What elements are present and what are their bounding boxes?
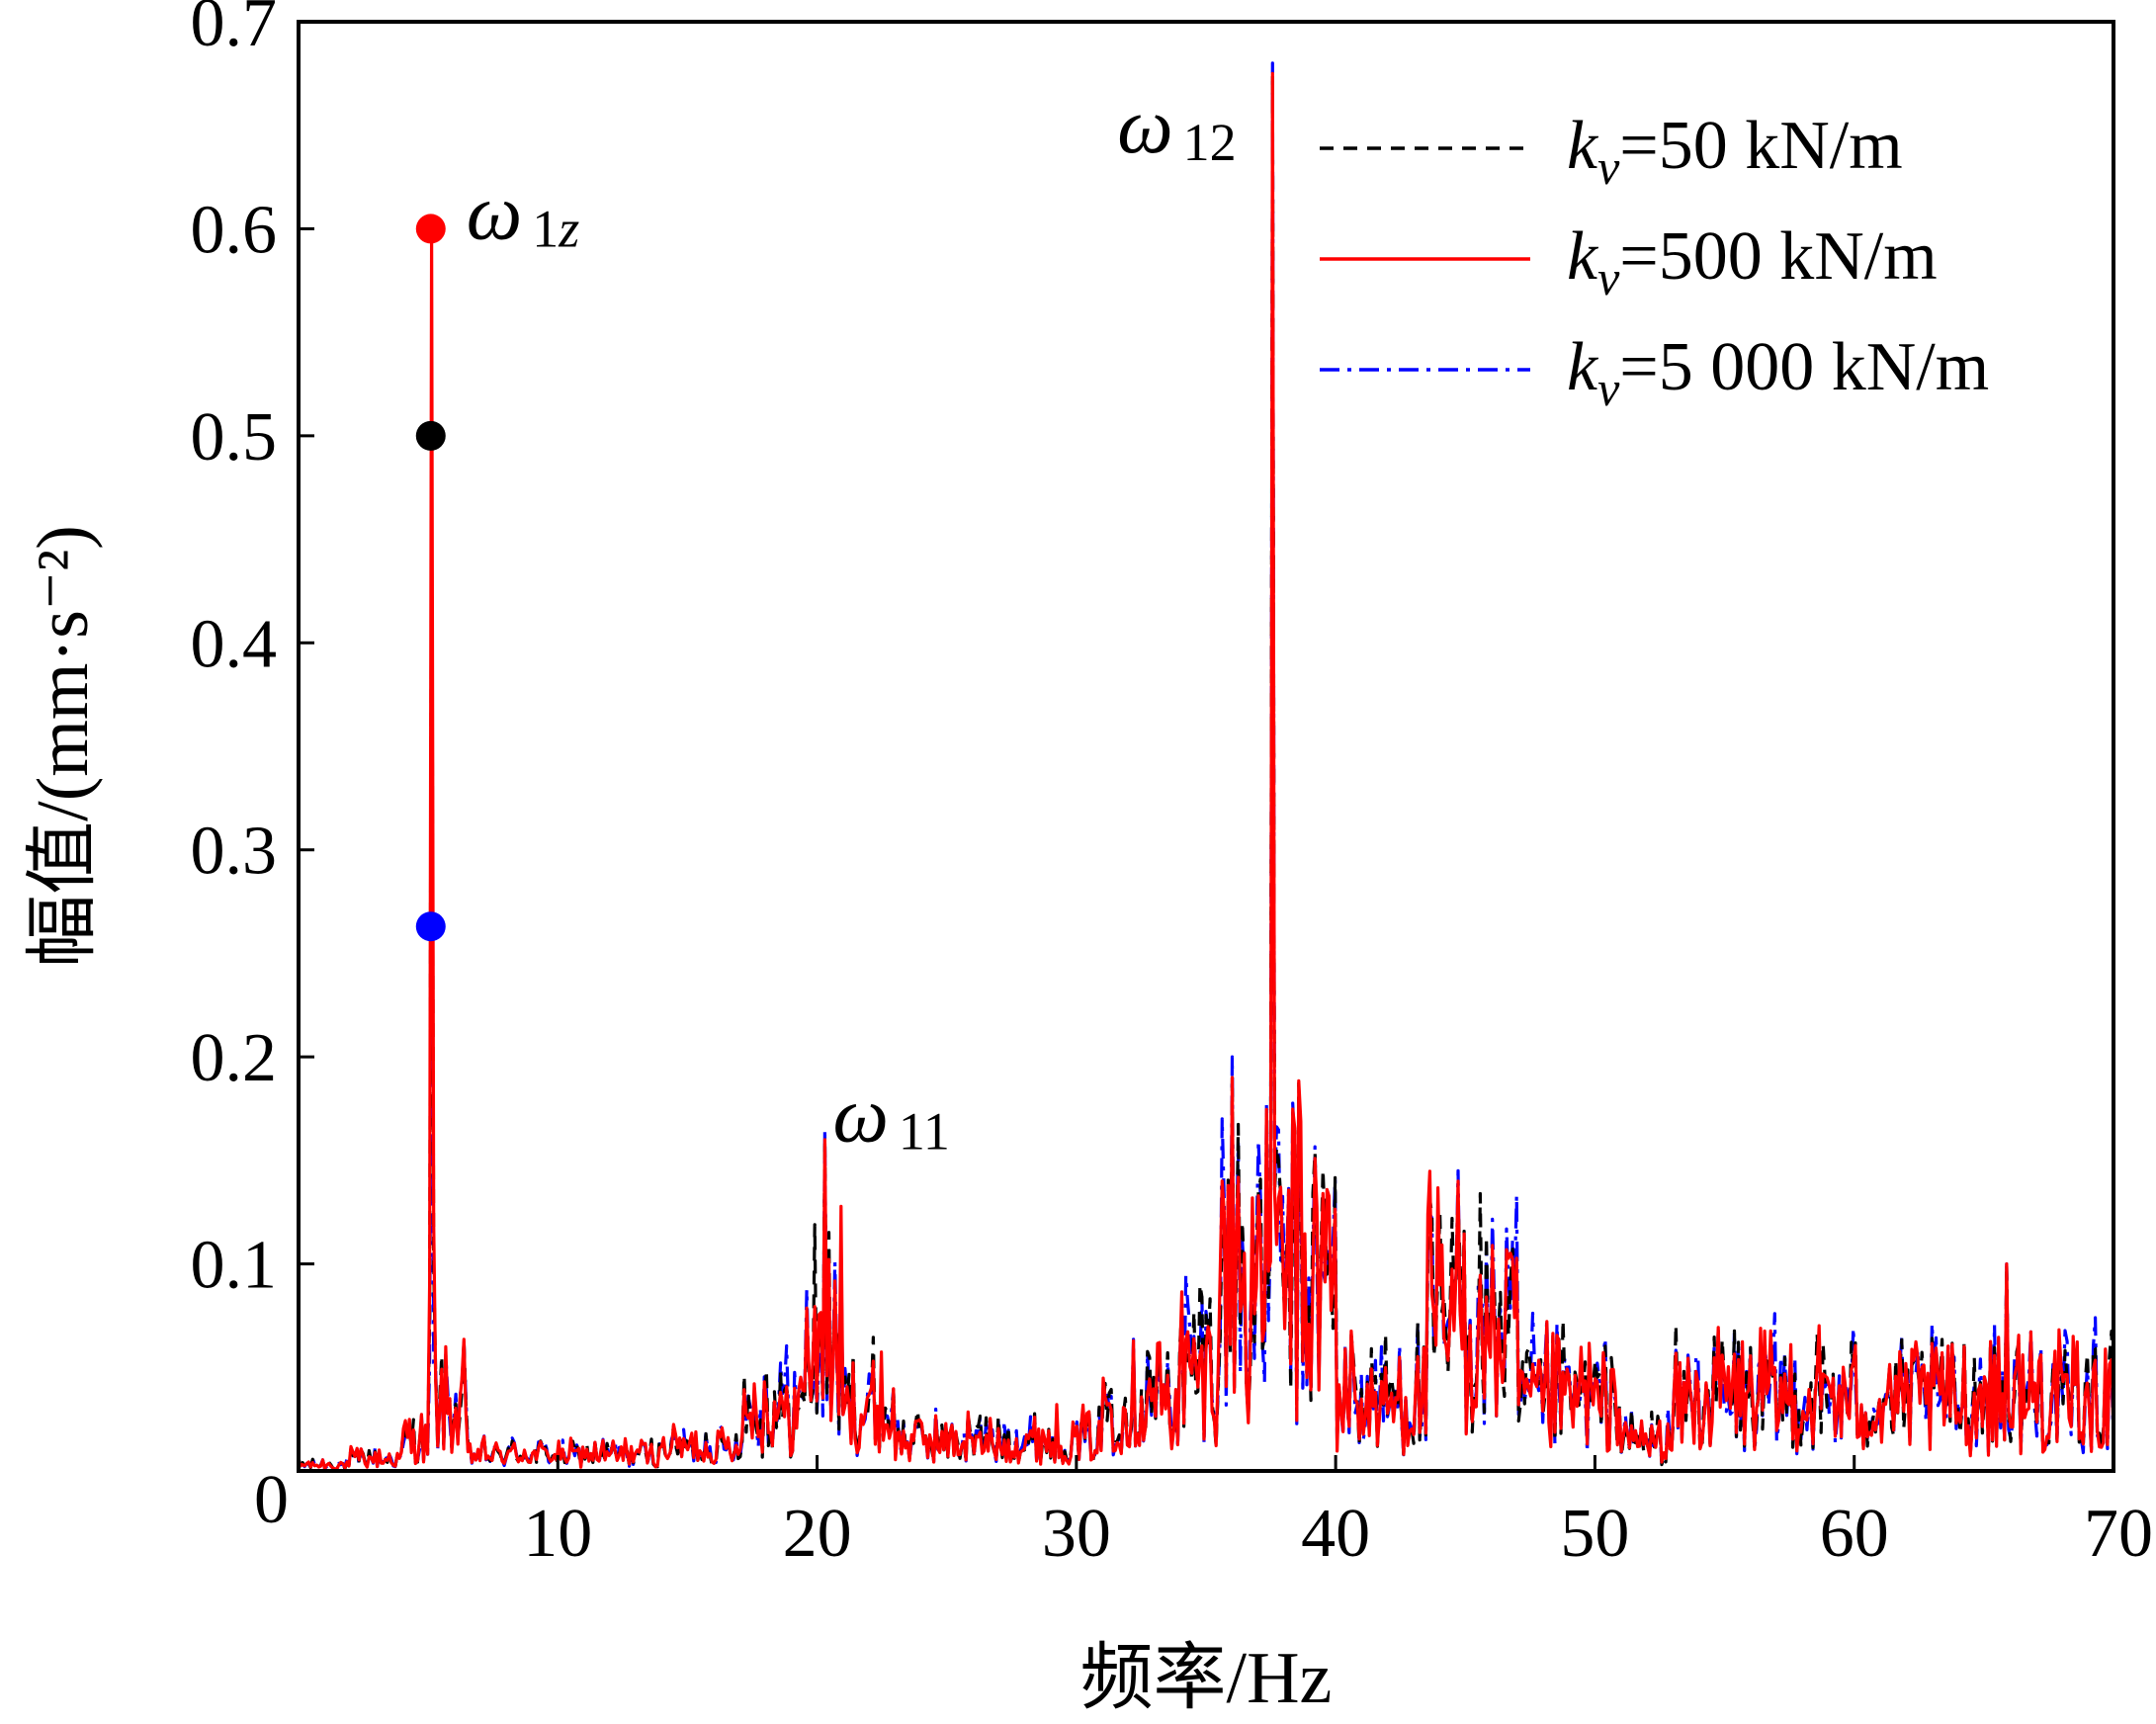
y-tick-label: 0.2 bbox=[191, 1020, 278, 1096]
x-tick-label: 60 bbox=[1820, 1496, 1889, 1572]
annotation-omega-1z: ω 1z bbox=[467, 169, 580, 258]
x-tick-label: 10 bbox=[523, 1496, 592, 1572]
y-tick-label: 0.4 bbox=[191, 606, 278, 682]
y-tick-label: 0.1 bbox=[191, 1228, 278, 1304]
peak-markers bbox=[415, 214, 446, 942]
series-layer bbox=[297, 61, 2115, 1471]
x-tick-label: 30 bbox=[1042, 1496, 1111, 1572]
legend-label-2: kv=500 kN/m bbox=[1567, 218, 1938, 305]
peak-marker-1 bbox=[415, 214, 446, 244]
y-tick-label: 0.3 bbox=[191, 814, 278, 890]
x-tick-label: 40 bbox=[1301, 1496, 1370, 1572]
axis-ticks: 0 10 20 30 40 50 60 70 0.1 0.2 0.3 0.4 0.5 0.6 0.7 bbox=[191, 0, 2154, 1572]
y-tick-label: 0.5 bbox=[191, 399, 278, 475]
series-line-2 bbox=[297, 71, 2115, 1471]
annotation-omega-12: ω 12 bbox=[1117, 83, 1236, 172]
x-tick-label: 50 bbox=[1560, 1496, 1629, 1572]
y-tick-label: 0.6 bbox=[191, 192, 278, 268]
x-axis-title: 频率/Hz bbox=[1080, 1638, 1333, 1719]
annotation-omega-11: ω 11 bbox=[832, 1072, 949, 1161]
peak-marker-2 bbox=[415, 420, 446, 451]
x-tick-label: 0 bbox=[254, 1462, 289, 1538]
legend: kv=50 kN/m kv=500 kN/m kv=5 000 kN/m bbox=[1320, 108, 1989, 416]
x-tick-label: 70 bbox=[2084, 1496, 2153, 1572]
plot-frame bbox=[297, 20, 2115, 1473]
peak-marker-3 bbox=[415, 911, 446, 942]
legend-label-1: kv=50 kN/m bbox=[1567, 108, 1903, 195]
y-axis-title: 幅值/(mm·s⁻²) bbox=[23, 525, 104, 968]
y-tick-label: 0.7 bbox=[191, 0, 278, 61]
peak-annotations: ω 1z ω 11 ω 12 bbox=[467, 83, 1237, 1162]
x-tick-label: 20 bbox=[783, 1496, 852, 1572]
legend-label-3: kv=5 000 kN/m bbox=[1567, 329, 1989, 416]
